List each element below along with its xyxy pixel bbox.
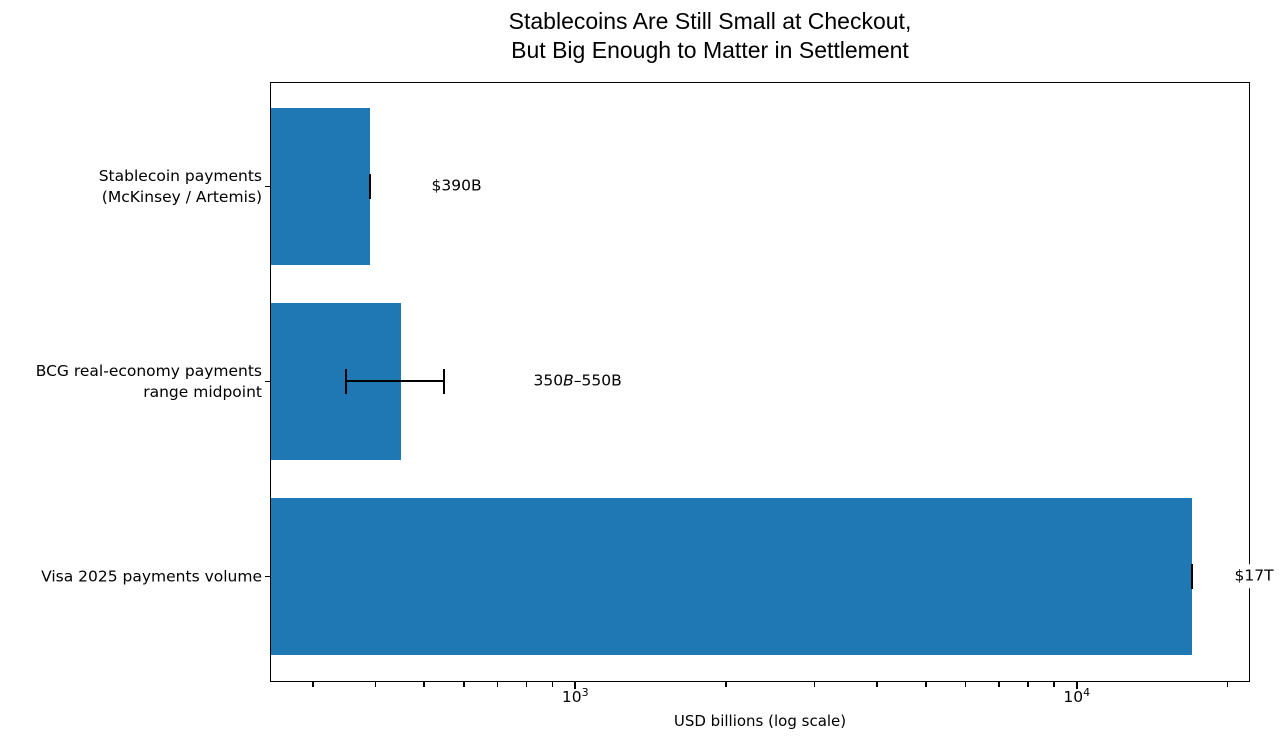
- bar-visa-volume: [271, 497, 1192, 655]
- value-label: $390B: [429, 174, 484, 198]
- y-axis-tick: [265, 185, 270, 188]
- x-axis-tick: [998, 682, 1000, 687]
- value-label-text: 350: [533, 371, 564, 390]
- x-axis-tick: [1053, 682, 1055, 687]
- y-tick-label-line: Visa 2025 payments volume: [41, 567, 262, 585]
- chart-title: Stablecoins Are Still Small at Checkout,…: [509, 7, 912, 65]
- plot-area: $390B 350B–550B $17T: [270, 82, 1276, 682]
- value-label-text: $390B: [431, 176, 482, 195]
- error-bar: [443, 368, 446, 394]
- x-axis-tick: [374, 682, 377, 687]
- y-axis-tick: [265, 575, 270, 578]
- value-label-text: $17T: [1234, 566, 1274, 585]
- y-tick-label-bcg: BCG real-economy payments range midpoint: [36, 361, 262, 403]
- bar-stablecoin-payments: [271, 107, 370, 265]
- y-tick-label-line: (McKinsey / Artemis): [101, 187, 262, 206]
- x-tick-exponent: 4: [1083, 686, 1091, 699]
- x-axis-tick: [964, 682, 967, 687]
- x-axis-tick: [463, 682, 465, 687]
- x-axis-tick: [1027, 682, 1029, 687]
- x-tick-label-10000: 104: [1063, 686, 1091, 707]
- x-axis-tick: [876, 682, 878, 687]
- x-axis-tick: [813, 682, 816, 687]
- value-label: $17T: [1232, 564, 1276, 588]
- error-bar: [345, 368, 348, 394]
- x-axis-tick: [312, 682, 314, 687]
- x-axis-tick: [1076, 682, 1078, 689]
- x-tick-base: 10: [561, 688, 582, 707]
- error-bar: [368, 173, 371, 199]
- value-label-italic: B: [563, 371, 574, 390]
- x-axis-tick: [574, 682, 576, 689]
- y-tick-label-line: BCG real-economy payments: [35, 361, 262, 380]
- value-label: 350B–550B: [531, 369, 624, 393]
- y-tick-label-line: Stablecoin payments: [98, 166, 262, 185]
- y-tick-label-stablecoin: Stablecoin payments (McKinsey / Artemis): [99, 166, 262, 208]
- y-tick-label-visa: Visa 2025 payments volume: [41, 566, 262, 587]
- x-axis-tick: [925, 682, 927, 687]
- error-bar: [346, 380, 445, 382]
- x-axis-tick: [423, 682, 425, 687]
- x-tick-base: 10: [1063, 688, 1084, 707]
- x-axis-tick: [725, 682, 727, 687]
- x-axis-tick: [496, 682, 499, 687]
- error-bar: [1190, 563, 1193, 589]
- y-axis-tick: [265, 380, 270, 383]
- y-tick-label-line: range midpoint: [143, 382, 262, 401]
- x-axis-tick: [1226, 682, 1229, 687]
- x-axis-tick: [551, 682, 553, 687]
- x-axis-tick: [525, 682, 528, 687]
- x-tick-exponent: 3: [581, 686, 589, 699]
- chart-title-line2: But Big Enough to Matter in Settlement: [511, 37, 909, 63]
- x-axis-label: USD billions (log scale): [673, 712, 847, 730]
- chart-title-line1: Stablecoins Are Still Small at Checkout,: [508, 8, 912, 34]
- value-label-text: –550B: [573, 371, 622, 390]
- x-tick-label-1000: 103: [561, 686, 589, 707]
